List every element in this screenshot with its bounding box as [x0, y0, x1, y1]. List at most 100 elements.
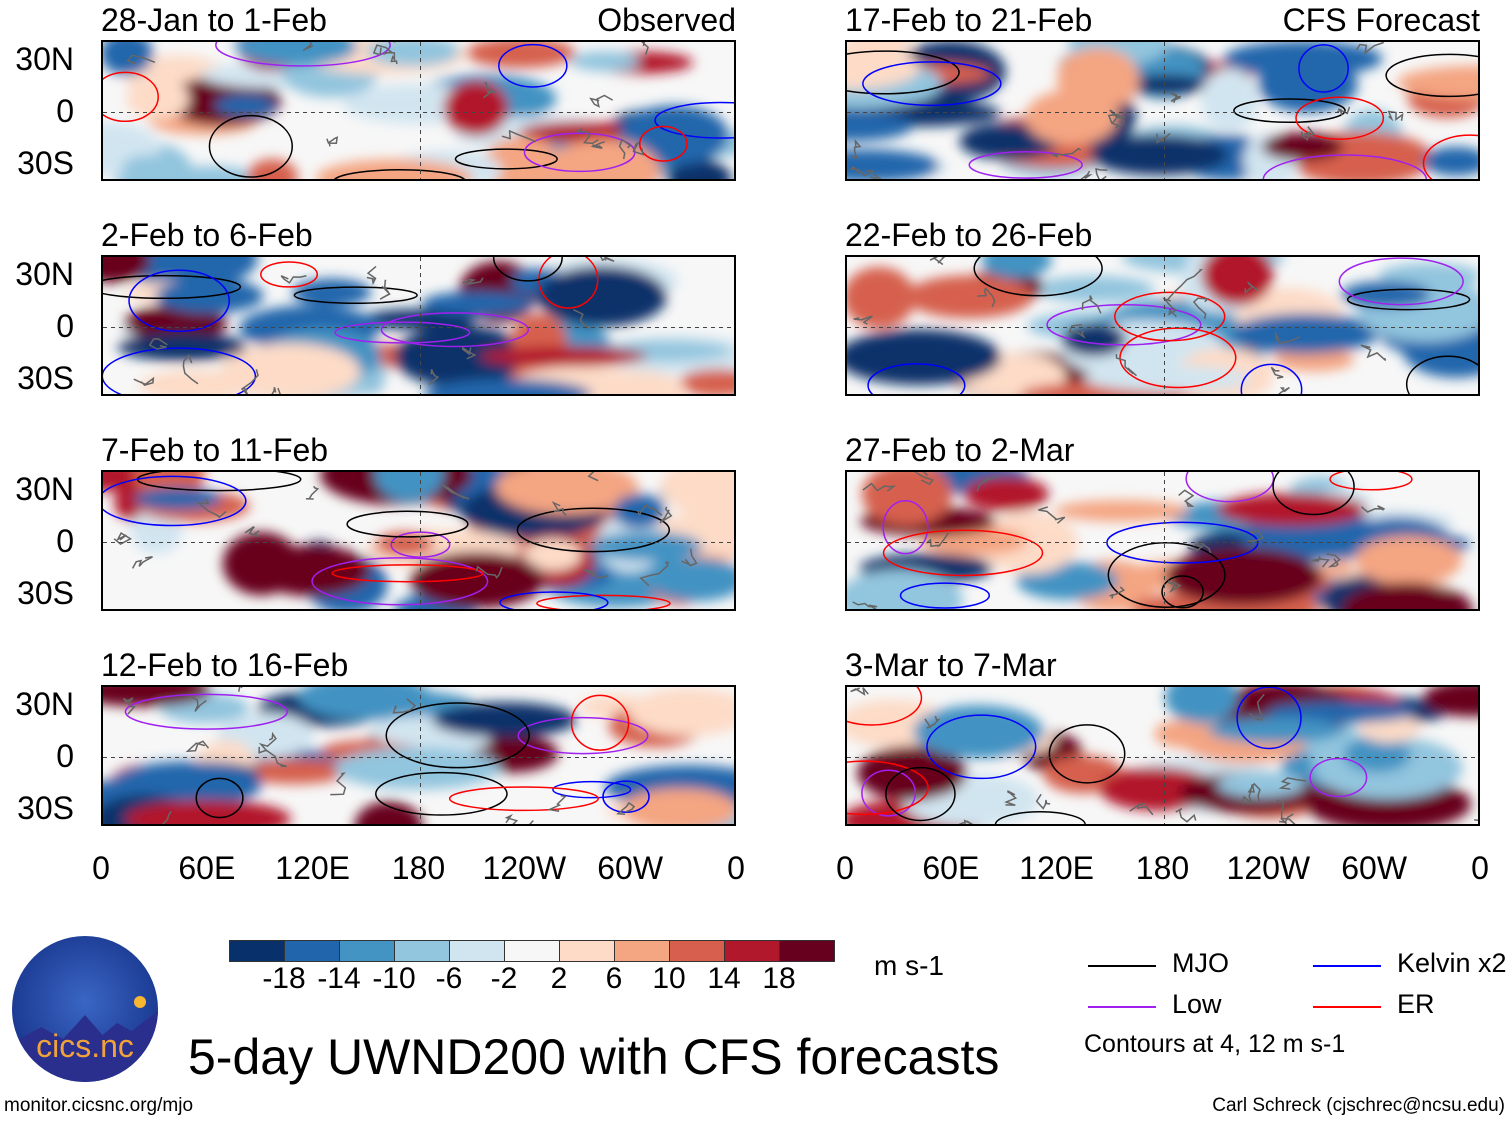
wind-anomaly-blob — [432, 702, 577, 738]
coastline — [926, 532, 949, 548]
map-panel — [845, 470, 1480, 611]
panel-title: 17-Feb to 21-Feb — [845, 2, 1093, 38]
contour-line — [973, 257, 1103, 297]
contour-line — [448, 786, 599, 812]
contour-line — [570, 694, 630, 751]
y-tick-label: 30N — [15, 256, 74, 292]
wind-anomaly-blob — [1396, 65, 1478, 100]
wind-anomaly-blob — [627, 687, 734, 736]
x-tick-label: 120E — [275, 850, 351, 886]
figure-title: 5-day UWND200 with CFS forecasts — [188, 1029, 1000, 1085]
colorbar-label: -2 — [490, 962, 518, 995]
coastline — [1244, 280, 1259, 294]
x-tick-label: 120W — [1226, 850, 1311, 886]
cicsnc-logo: cics.nc — [12, 936, 158, 1082]
credit: Carl Schreck (cjschrec@ncsu.edu) — [1212, 1095, 1505, 1116]
wind-anomaly-blob — [1033, 275, 1155, 303]
contour-line — [103, 274, 242, 300]
coastline — [1474, 819, 1478, 821]
map-panel — [101, 40, 736, 181]
contour-line — [536, 594, 671, 609]
x-tick-label: 0 — [727, 850, 745, 886]
wind-anomaly-blob — [1154, 720, 1208, 748]
wind-field — [103, 42, 734, 179]
coastline — [869, 174, 882, 179]
coastline — [1051, 147, 1082, 158]
coastline — [392, 698, 417, 714]
contour-line — [847, 760, 929, 816]
x-tick-label: 120E — [1019, 850, 1095, 886]
wind-anomaly-blob — [545, 139, 661, 179]
contour-line — [638, 125, 688, 162]
panel-title: 12-Feb to 16-Feb — [101, 647, 349, 683]
coastline — [681, 548, 698, 567]
legend-label: ER — [1397, 989, 1435, 1019]
wind-anomaly-blob — [1343, 736, 1411, 773]
y-tick-label: 30N — [15, 471, 74, 507]
colorbar-label: 2 — [550, 962, 568, 995]
colorbar-swatch — [724, 940, 780, 962]
wind-anomaly-blob — [570, 51, 640, 72]
coastline — [258, 746, 287, 768]
wind-anomaly-blob — [465, 42, 576, 68]
wind-anomaly-blob — [1025, 89, 1118, 145]
map-panel — [101, 470, 736, 611]
coastline — [583, 569, 609, 579]
map-panel — [101, 685, 736, 826]
coastline — [1035, 793, 1051, 810]
coastline — [1247, 782, 1261, 802]
x-tick-label: 60W — [597, 850, 664, 886]
coastline — [379, 279, 391, 300]
wind-anomaly-blob — [1201, 257, 1274, 306]
contour-line — [1046, 303, 1202, 346]
wind-anomaly-blob — [479, 346, 648, 367]
contour-line — [380, 312, 530, 348]
wind-anomaly-blob — [394, 325, 528, 388]
coastline — [632, 141, 645, 156]
coastline — [853, 315, 873, 325]
colorbar-label: 18 — [762, 962, 796, 995]
contour-line — [1346, 288, 1471, 311]
wind-field — [103, 472, 734, 609]
wind-anomaly-blob — [374, 531, 435, 557]
colorbar-swatch — [779, 940, 835, 962]
wind-anomaly-blob — [292, 278, 372, 306]
legend-label: Low — [1172, 989, 1222, 1019]
contour-line — [1236, 687, 1302, 750]
contour-line — [1161, 575, 1204, 609]
colorbar-label: 10 — [652, 962, 686, 995]
wind-anomaly-blob — [124, 800, 292, 824]
source-url: monitor.cicsnc.org/mjo — [4, 1095, 194, 1116]
panel-title: 22-Feb to 26-Feb — [845, 217, 1093, 253]
contour-line — [1329, 472, 1413, 491]
coastline — [1081, 295, 1102, 314]
colorbar-label: -10 — [372, 962, 416, 995]
contour-note: Contours at 4, 12 m s-1 — [1084, 1030, 1346, 1058]
colorbar-swatch — [339, 940, 395, 962]
contour-line — [1114, 291, 1226, 342]
coastline — [122, 697, 136, 715]
coastline — [483, 82, 496, 99]
sun-icon — [134, 996, 146, 1008]
coastline — [501, 129, 537, 143]
colorbar-swatch — [229, 940, 285, 962]
wind-anomaly-blob — [978, 511, 1079, 575]
coastline — [850, 138, 862, 160]
wind-anomaly-blob — [1422, 687, 1478, 717]
contour-line — [215, 42, 391, 67]
coastline — [546, 794, 567, 813]
contour-line — [331, 564, 485, 583]
wind-field — [847, 42, 1478, 179]
legend-label: Kelvin x2 — [1397, 948, 1507, 978]
wind-anomaly-blob — [246, 158, 298, 179]
legend-line — [1088, 965, 1156, 967]
coastline — [913, 472, 934, 486]
wind-anomaly-blob — [495, 472, 639, 515]
coastline — [637, 503, 663, 517]
colorbar-label: -6 — [435, 962, 463, 995]
coastline — [1004, 790, 1018, 806]
wind-anomaly-blob — [1054, 500, 1189, 522]
coastline — [849, 165, 875, 177]
contour-line — [516, 507, 671, 553]
coastline — [1115, 354, 1138, 377]
